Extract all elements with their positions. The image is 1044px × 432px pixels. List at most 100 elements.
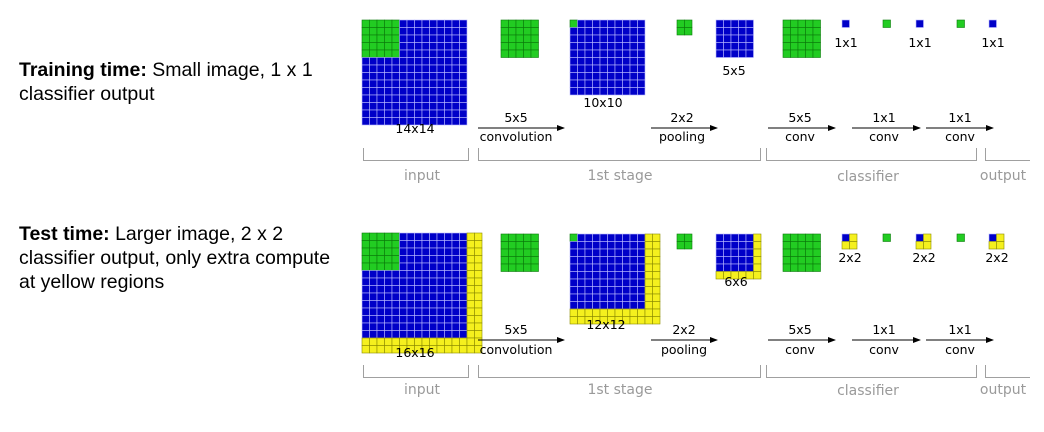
grid-cell [444, 307, 453, 316]
grid-cell [384, 322, 393, 331]
grid-cell [569, 49, 578, 58]
op-label-top: 5x5 [504, 322, 527, 337]
grid-cell [429, 315, 438, 324]
grid-cell [599, 308, 608, 317]
grid-cell [414, 232, 423, 241]
grid-cell [361, 72, 370, 81]
grid-cell [451, 337, 460, 346]
grid-cell [451, 27, 460, 36]
grid-cell [607, 87, 616, 96]
grid-cell [436, 337, 445, 346]
grid-cell [745, 256, 754, 265]
grid-cell [421, 247, 430, 256]
grid-cell [391, 102, 400, 111]
grid-cell [797, 263, 806, 272]
grid-cell [607, 49, 616, 58]
grid-cell [782, 263, 791, 272]
grid-cell [637, 233, 646, 242]
grid-cell [508, 256, 517, 265]
grid-cell [444, 72, 453, 81]
grid-cell [436, 277, 445, 286]
grid-cell [384, 72, 393, 81]
grid-cell [376, 27, 385, 36]
grid-cell [384, 270, 393, 279]
grid-cell [436, 72, 445, 81]
grid-cell [569, 42, 578, 51]
grid-cell [797, 49, 806, 58]
grid-cell [361, 117, 370, 126]
grid-cell [738, 233, 747, 242]
grid-cell [384, 79, 393, 88]
grid-cell [391, 240, 400, 249]
grid-cell [614, 72, 623, 81]
grid-cell [676, 233, 685, 242]
grid-cell [376, 307, 385, 316]
grid-cell [429, 270, 438, 279]
grid-cell [421, 307, 430, 316]
op-label-top: 1x1 [948, 322, 971, 337]
grid-cell [644, 256, 653, 265]
grid-cell [376, 232, 385, 241]
grid-cell [414, 72, 423, 81]
grid-cell [361, 330, 370, 339]
grid-cell [361, 94, 370, 103]
grid-cell [369, 247, 378, 256]
grid-cell [459, 64, 468, 73]
grid-cell [399, 102, 408, 111]
grid-cell [451, 34, 460, 43]
grid-cell [637, 19, 646, 28]
grid-cell [391, 49, 400, 58]
grid-cell [391, 57, 400, 66]
grid-cell [361, 345, 370, 354]
grid-cell [421, 270, 430, 279]
grid-cell [592, 263, 601, 272]
grid-cell [790, 27, 799, 36]
grid-cell [376, 87, 385, 96]
grid-cell [523, 19, 532, 28]
test-op-conv: 5x5 convolution [478, 322, 565, 357]
grid-cell [429, 94, 438, 103]
grid-cell [369, 285, 378, 294]
grid-cell [384, 277, 393, 286]
grid-cell [399, 94, 408, 103]
grid-cell [384, 330, 393, 339]
training-caption-bold: Training time: [19, 59, 147, 81]
grid-cell [436, 34, 445, 43]
grid-cell [622, 42, 631, 51]
grid-cell [399, 87, 408, 96]
grid-cell [988, 241, 997, 250]
grid-cell [577, 233, 586, 242]
grid-cell [376, 79, 385, 88]
grid-cell [629, 293, 638, 302]
grid-cell [652, 301, 661, 310]
test-stage1-bracket [478, 365, 761, 378]
grid-cell [614, 256, 623, 265]
training-op-conv-1x1-a: 1x1 conv [852, 110, 921, 144]
test-output-3 [988, 233, 1005, 250]
grid-cell [369, 64, 378, 73]
test-op-classifier-conv: 5x5 conv [768, 322, 836, 357]
grid-cell [738, 248, 747, 257]
grid-cell [376, 337, 385, 346]
grid-cell [421, 322, 430, 331]
grid-cell [782, 49, 791, 58]
grid-cell [592, 271, 601, 280]
grid-cell [614, 271, 623, 280]
grid-cell [466, 337, 475, 346]
grid-cell [730, 34, 739, 43]
grid-cell [614, 301, 623, 310]
grid-cell [459, 322, 468, 331]
test-caption: Test time: Larger image, 2 x 2 classifie… [19, 222, 339, 294]
grid-cell [569, 87, 578, 96]
grid-cell [466, 300, 475, 309]
grid-cell [429, 57, 438, 66]
op-label-top: 5x5 [788, 110, 811, 125]
grid-cell [444, 330, 453, 339]
grid-cell [429, 285, 438, 294]
test-group-classifier: classifier [837, 383, 899, 399]
grid-cell [429, 307, 438, 316]
grid-cell [599, 72, 608, 81]
grid-cell [745, 27, 754, 36]
grid-cell [500, 233, 509, 242]
grid-cell [451, 49, 460, 58]
